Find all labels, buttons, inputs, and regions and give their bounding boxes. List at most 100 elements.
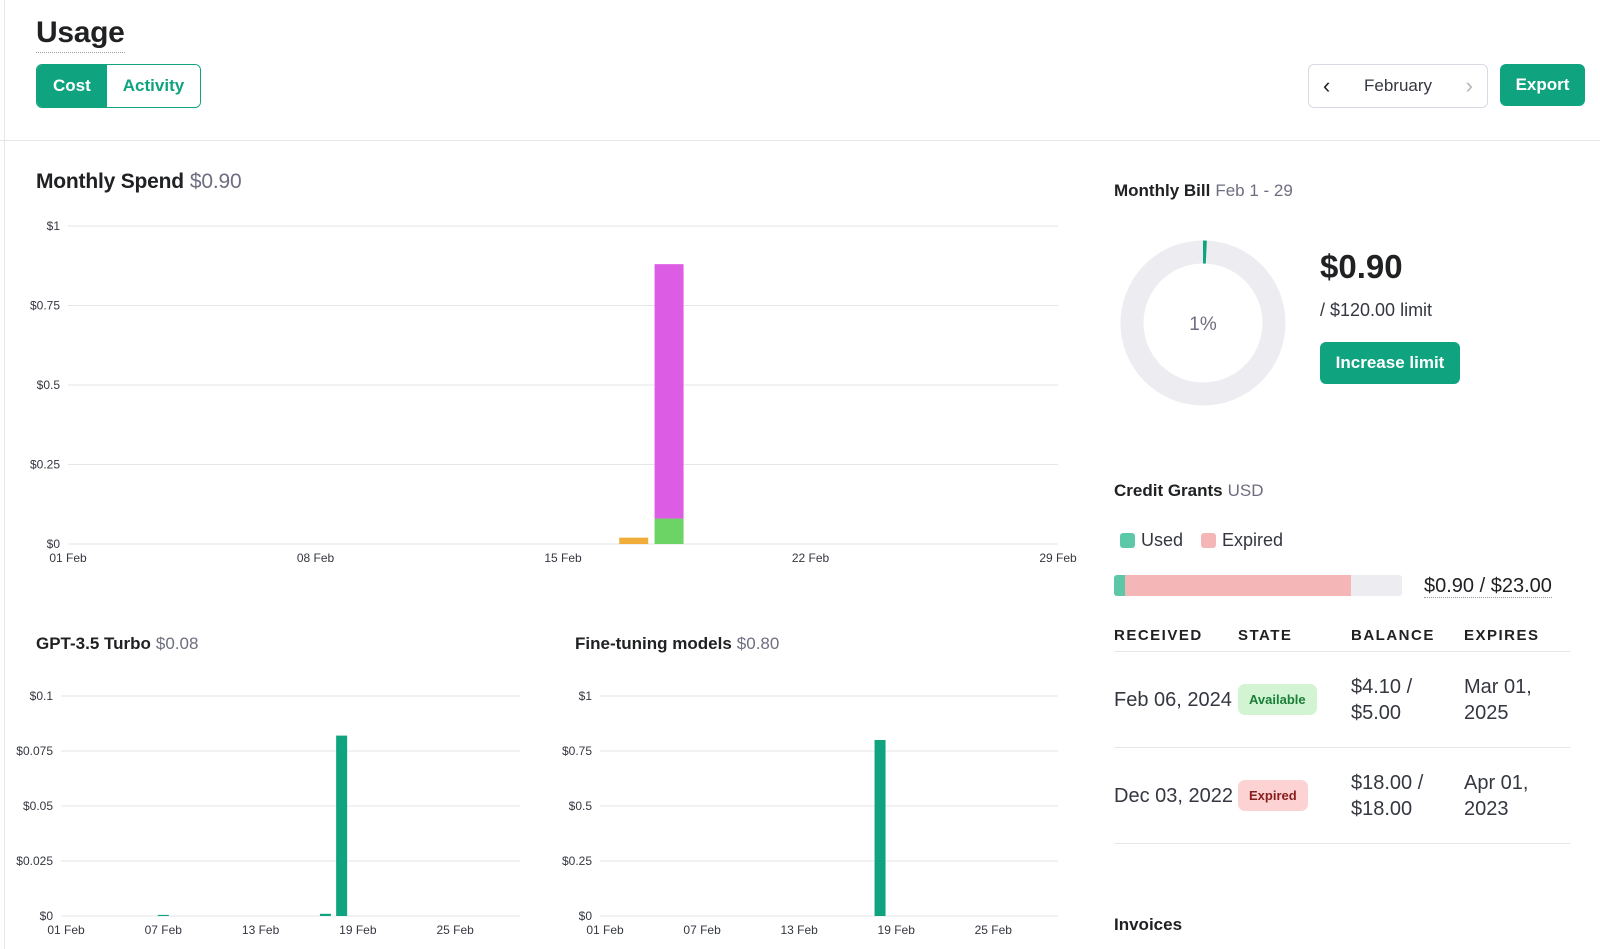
donut-progress bbox=[1120, 240, 1286, 406]
table-row: Dec 03, 2022 Expired $18.00 / $18.00 Apr… bbox=[1114, 748, 1570, 844]
credit-legend: Used Expired bbox=[1120, 530, 1283, 551]
x-tick-label: 29 Feb bbox=[1039, 551, 1077, 565]
month-label: February bbox=[1363, 76, 1433, 95]
monthly-spend-value: $0.90 bbox=[189, 170, 242, 193]
chevron-right-icon[interactable]: › bbox=[1465, 73, 1473, 98]
monthly-spend-label: Monthly Spend bbox=[36, 170, 184, 193]
gpt35-label: GPT-3.5 Turbo bbox=[36, 634, 151, 653]
page-header: Usage Cost Activity ‹ February › Export bbox=[0, 0, 1600, 141]
x-tick-label: 01 Feb bbox=[49, 551, 87, 565]
y-tick-label: $0.75 bbox=[30, 299, 60, 313]
monthly-bill-period: Feb 1 - 29 bbox=[1215, 181, 1293, 200]
credit-total: $0.90 / $23.00 bbox=[1424, 575, 1552, 598]
month-selector: ‹ February › bbox=[1308, 64, 1488, 108]
monthly-bill-label: Monthly Bill bbox=[1114, 181, 1211, 200]
received-date: Feb 06, 2024 bbox=[1114, 688, 1232, 711]
tab-activity[interactable]: Activity bbox=[106, 65, 201, 107]
y-tick-label: $0.5 bbox=[37, 378, 61, 392]
balance-cell: $4.10 / $5.00 bbox=[1351, 675, 1413, 724]
credit-grants-table: RECEIVED STATE BALANCE EXPIRES Feb 06, 2… bbox=[1114, 620, 1570, 844]
column-state: STATE bbox=[1238, 627, 1293, 644]
legend-used-label: Used bbox=[1141, 530, 1184, 550]
increase-limit-button[interactable]: Increase limit bbox=[1320, 342, 1460, 384]
finetune-title: Fine-tuning models $0.80 bbox=[575, 634, 779, 654]
credit-expired-segment bbox=[1125, 575, 1351, 596]
balance-cell: $18.00 / $18.00 bbox=[1351, 771, 1424, 820]
x-tick-label: 15 Feb bbox=[544, 551, 582, 565]
gpt35-value: $0.08 bbox=[155, 634, 199, 653]
y-tick-label: $0.25 bbox=[562, 854, 592, 868]
y-tick-label: $0.025 bbox=[16, 854, 53, 868]
y-tick-label: $0 bbox=[579, 909, 593, 923]
legend-expired-swatch bbox=[1201, 533, 1217, 548]
usage-charts: $0 $0.25 $0.5 $0.75 $1 01 Feb 08 Feb 15 Feb 22 F… bbox=[16, 219, 1077, 937]
bill-limit: / $120.00 limit bbox=[1320, 300, 1433, 320]
table-header: RECEIVED STATE BALANCE EXPIRES bbox=[1114, 620, 1570, 652]
left-divider bbox=[4, 0, 5, 949]
state-cell: Available bbox=[1238, 684, 1351, 715]
credit-grants-label: Credit Grants bbox=[1114, 481, 1223, 500]
bar bbox=[336, 735, 348, 916]
monthly-spend-title: Monthly Spend $0.90 bbox=[36, 170, 242, 194]
bill-donut: 1% bbox=[1120, 240, 1286, 406]
export-button[interactable]: Export bbox=[1500, 64, 1585, 106]
legend-expired: Expired bbox=[1201, 530, 1283, 551]
status-badge: Expired bbox=[1238, 780, 1308, 811]
x-tick-label: 19 Feb bbox=[878, 923, 916, 937]
chevron-left-icon[interactable]: ‹ bbox=[1323, 73, 1331, 98]
legend-used-swatch bbox=[1120, 533, 1135, 548]
bar bbox=[654, 518, 684, 544]
bar bbox=[874, 740, 886, 916]
x-tick-label: 19 Feb bbox=[339, 923, 377, 937]
x-tick-label: 07 Feb bbox=[145, 923, 183, 937]
state-cell: Expired bbox=[1238, 780, 1351, 811]
x-tick-label: 13 Feb bbox=[242, 923, 280, 937]
finetune-value: $0.80 bbox=[736, 634, 780, 653]
y-tick-label: $1 bbox=[579, 689, 593, 703]
x-tick-label: 25 Feb bbox=[975, 923, 1013, 937]
credit-used-segment bbox=[1114, 575, 1126, 596]
y-tick-label: $0.05 bbox=[23, 799, 53, 813]
x-tick-label: 01 Feb bbox=[586, 923, 624, 937]
y-tick-label: $1 bbox=[47, 219, 61, 233]
bar bbox=[619, 537, 649, 544]
expires-date: Apr 01, 2023 bbox=[1464, 771, 1529, 820]
view-toggle: Cost Activity bbox=[36, 64, 202, 108]
table-row: Feb 06, 2024 Available $4.10 / $5.00 Mar… bbox=[1114, 652, 1570, 748]
y-tick-label: $0.75 bbox=[562, 744, 592, 758]
status-badge: Available bbox=[1238, 684, 1317, 715]
x-tick-label: 07 Feb bbox=[683, 923, 721, 937]
y-tick-label: $0 bbox=[47, 537, 61, 551]
bar bbox=[319, 913, 331, 916]
y-tick-label: $0.25 bbox=[30, 458, 60, 472]
credit-grants-unit: USD bbox=[1227, 481, 1264, 500]
tab-cost[interactable]: Cost bbox=[37, 65, 107, 107]
donut-percent: 1% bbox=[1189, 314, 1217, 335]
received-date: Dec 03, 2022 bbox=[1114, 784, 1233, 807]
column-balance: BALANCE bbox=[1351, 627, 1435, 644]
expires-date: Mar 01, 2025 bbox=[1464, 675, 1532, 724]
bar bbox=[654, 264, 684, 519]
y-tick-label: $0.5 bbox=[569, 799, 593, 813]
bill-donut-chart: 1% bbox=[1120, 240, 1286, 406]
y-tick-label: $0.075 bbox=[16, 744, 53, 758]
bar bbox=[157, 914, 169, 916]
invoices-title: Invoices bbox=[1114, 915, 1183, 934]
x-tick-label: 25 Feb bbox=[436, 923, 474, 937]
bill-amount: $0.90 bbox=[1320, 248, 1403, 285]
monthly-bill-title: Monthly Bill Feb 1 - 29 bbox=[1114, 181, 1293, 201]
x-tick-label: 01 Feb bbox=[47, 923, 85, 937]
y-tick-label: $0.1 bbox=[30, 689, 54, 703]
finetune-label: Fine-tuning models bbox=[575, 634, 732, 653]
x-tick-label: 22 Feb bbox=[792, 551, 830, 565]
column-received: RECEIVED bbox=[1114, 627, 1203, 644]
column-expires: EXPIRES bbox=[1464, 627, 1540, 644]
gpt35-title: GPT-3.5 Turbo $0.08 bbox=[36, 634, 198, 654]
y-tick-label: $0 bbox=[40, 909, 54, 923]
x-tick-label: 08 Feb bbox=[297, 551, 335, 565]
legend-used: Used bbox=[1120, 530, 1183, 551]
credit-grants-title: Credit Grants USD bbox=[1114, 481, 1264, 501]
page-title: Usage bbox=[36, 16, 125, 53]
x-tick-label: 13 Feb bbox=[780, 923, 818, 937]
credit-usage-bar bbox=[1114, 575, 1402, 596]
